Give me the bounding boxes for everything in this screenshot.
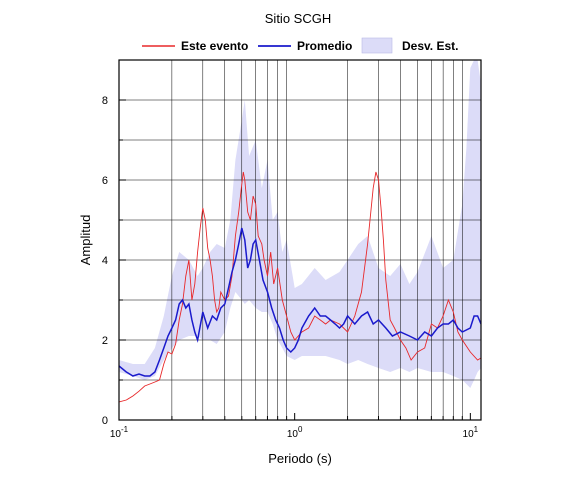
x-tick-labels: 10-1 100 101 <box>110 425 479 440</box>
legend-event-label: Este evento <box>181 39 248 53</box>
legend-band-label: Desv. Est. <box>402 39 458 53</box>
y-tick-label: 6 <box>102 175 108 187</box>
y-tick-label: 2 <box>102 335 108 347</box>
axis-ticks <box>118 99 471 420</box>
series-line-este-evento <box>119 171 481 403</box>
std-dev-band <box>119 60 481 388</box>
y-tick-label: 0 <box>102 415 108 427</box>
legend-mean-label: Promedio <box>297 39 352 53</box>
x-tick-label: 101 <box>463 425 479 440</box>
plot-frame <box>118 59 482 421</box>
grid-lines <box>119 60 481 420</box>
y-tick-label: 8 <box>102 95 108 107</box>
chart-title: Sitio SCGH <box>265 11 331 26</box>
x-tick-label: 10-1 <box>110 425 129 440</box>
y-tick-label: 4 <box>102 255 108 267</box>
legend: Este evento Promedio Desv. Est. <box>142 37 458 54</box>
legend-band-swatch <box>361 37 393 54</box>
x-axis-label: Periodo (s) <box>268 451 332 466</box>
plot-area <box>119 60 481 420</box>
y-tick-labels: 0 2 4 6 8 <box>102 95 108 427</box>
y-axis-label: Amplitud <box>78 215 93 266</box>
x-tick-label: 100 <box>287 425 303 440</box>
series-line-promedio <box>119 227 481 377</box>
